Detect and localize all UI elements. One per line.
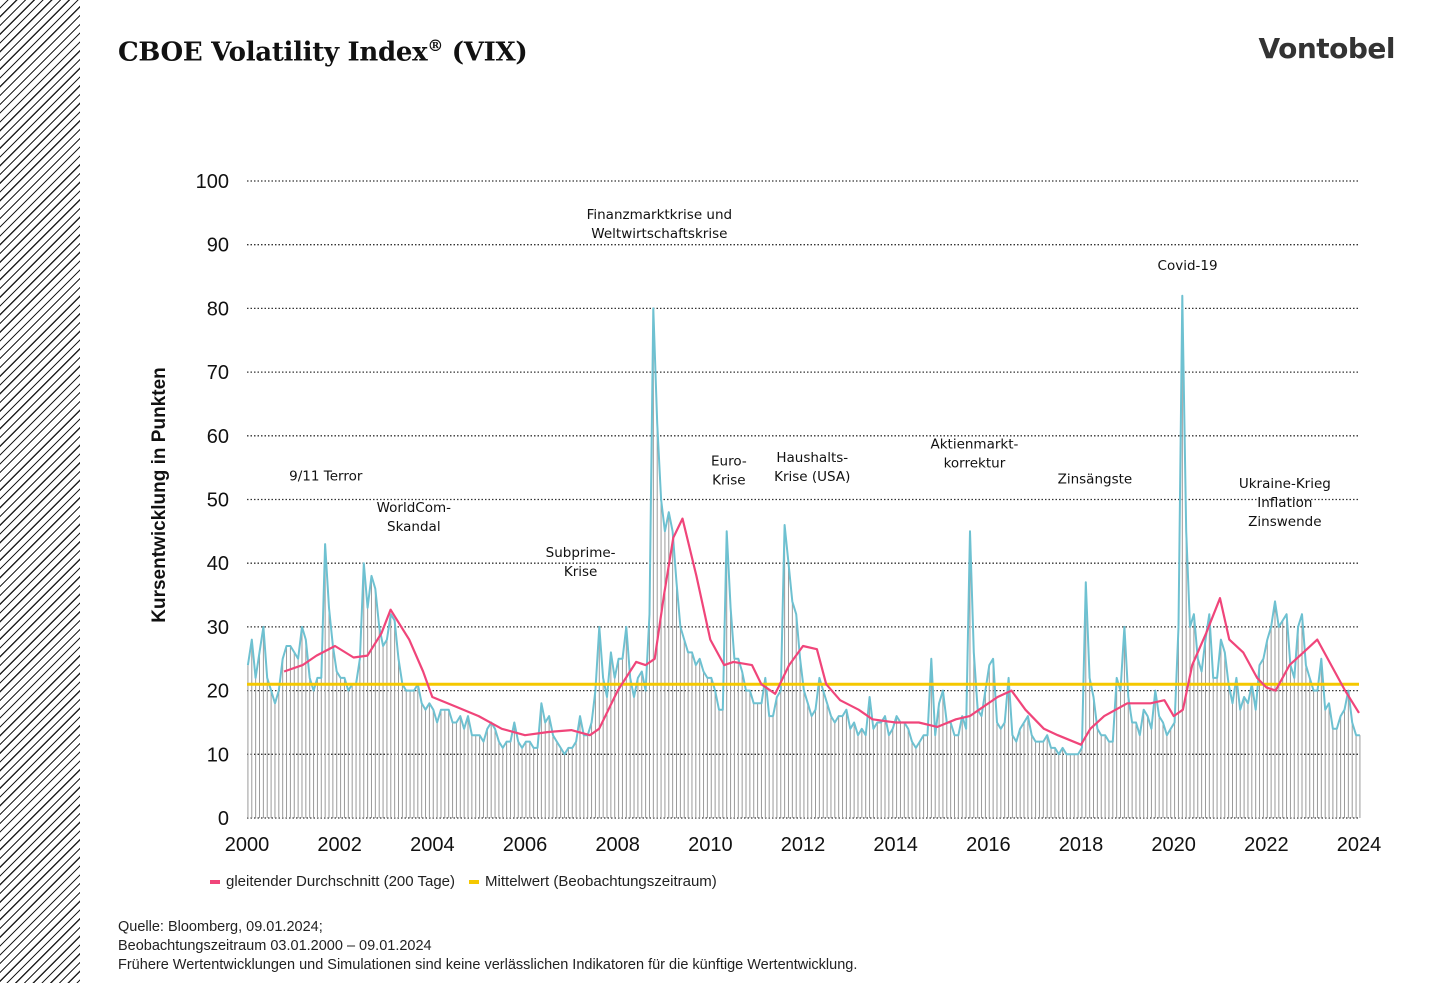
annotation-line: Inflation (1257, 495, 1312, 511)
y-tick-label: 90 (207, 235, 229, 257)
annotation-line: Subprime- (546, 545, 616, 561)
y-tick-label: 30 (207, 617, 229, 639)
x-tick-label: 2008 (595, 834, 640, 856)
x-tick-label: 2012 (781, 834, 826, 856)
annotation: Haushalts- Krise (USA) (774, 450, 850, 485)
annotation-line: Finanzmarktkrise und (587, 207, 733, 223)
disclaimer: Frühere Wertentwicklungen und Simulation… (118, 957, 858, 973)
annotation-line: Zinswende (1248, 514, 1321, 530)
chart-title: CBOE Volatility Index® (VIX) (118, 36, 528, 68)
annotation: Zinsängste (1058, 472, 1133, 488)
annotation-line: Zinsängste (1058, 472, 1133, 488)
hatched-border (0, 0, 80, 983)
x-tick-label: 2002 (317, 834, 362, 856)
x-tick-label: 2020 (1151, 834, 1196, 856)
annotation: Covid-19 (1158, 258, 1218, 274)
period-note: Beobachtungszeitraum 03.01.2000 – 09.01.… (118, 938, 432, 954)
moving-average-line (283, 517, 1360, 746)
x-tick-label: 2000 (225, 834, 270, 856)
annotation: Subprime- Krise (546, 545, 616, 580)
y-tick-label: 70 (207, 362, 229, 384)
y-tick-label: 100 (196, 171, 229, 193)
annotation-line: Aktienmarkt- (930, 437, 1018, 453)
legend-label: Mittelwert (Beobachtungszeitraum) (485, 873, 717, 890)
annotation: Euro- Krise (711, 454, 747, 489)
title-text: CBOE Volatility Index (118, 37, 428, 68)
legend-label: gleitender Durchschnitt (200 Tage) (226, 873, 456, 890)
y-tick-label: 0 (218, 808, 229, 830)
annotation: Ukraine-Krieg Inflation Zinswende (1239, 476, 1331, 530)
x-tick-label: 2010 (688, 834, 733, 856)
annotation-line: Haushalts- (776, 450, 848, 466)
annotation-line: WorldCom- (377, 500, 452, 516)
annotation-line: Krise (712, 473, 746, 489)
x-tick-label: 2004 (410, 834, 455, 856)
y-tick-label: 20 (207, 681, 229, 703)
title-suffix: (VIX) (443, 37, 528, 68)
legend-swatch-pink (210, 880, 220, 885)
annotation: Aktienmarkt-korrektur (930, 437, 1018, 472)
x-tick-label: 2006 (503, 834, 548, 856)
vix-line (246, 294, 1360, 756)
annotation-line: Skandal (387, 519, 441, 535)
vontobel-logo: Vontobel (1258, 32, 1395, 65)
annotation-line: Euro- (711, 454, 747, 470)
annotation: Finanzmarktkrise und Weltwirtschaftskrise (587, 207, 733, 242)
annotation-line: Weltwirtschaftskrise (591, 226, 727, 242)
y-tick-label: 10 (207, 744, 229, 766)
annotation-line: 9/11 Terror (289, 468, 363, 484)
y-tick-label: 60 (207, 426, 229, 448)
annotation-line: Krise (564, 564, 598, 580)
legend-swatch-yellow (469, 880, 480, 885)
legend: gleitender Durchschnitt (200 Tage) Mitte… (210, 873, 717, 890)
registered-mark: ® (427, 36, 444, 55)
legend-item-mean: Mittelwert (Beobachtungszeitraum) (469, 873, 717, 890)
annotation-line: korrektur (944, 456, 1006, 472)
footer-notes: Quelle: Bloomberg, 09.01.2024; Beobachtu… (118, 918, 857, 975)
annotation-line: Krise (USA) (774, 469, 850, 485)
x-tick-label: 2022 (1244, 834, 1289, 856)
annotation-line: Ukraine-Krieg (1239, 476, 1331, 492)
x-tick-label: 2018 (1059, 834, 1104, 856)
y-tick-label: 50 (207, 490, 229, 512)
y-axis-label: Kursentwicklung in Punkten (149, 367, 170, 622)
x-tick-label: 2024 (1337, 834, 1382, 856)
x-tick-label: 2014 (873, 834, 918, 856)
annotation: WorldCom- Skandal (377, 500, 452, 535)
y-tick-label: 80 (207, 298, 229, 320)
legend-item-moving-average: gleitender Durchschnitt (200 Tage) (210, 873, 455, 890)
annotation-line: Covid-19 (1158, 258, 1218, 274)
y-tick-label: 40 (207, 553, 229, 575)
x-tick-label: 2016 (966, 834, 1011, 856)
annotation: 9/11 Terror (289, 468, 363, 484)
source-note: Quelle: Bloomberg, 09.01.2024; (118, 919, 323, 935)
